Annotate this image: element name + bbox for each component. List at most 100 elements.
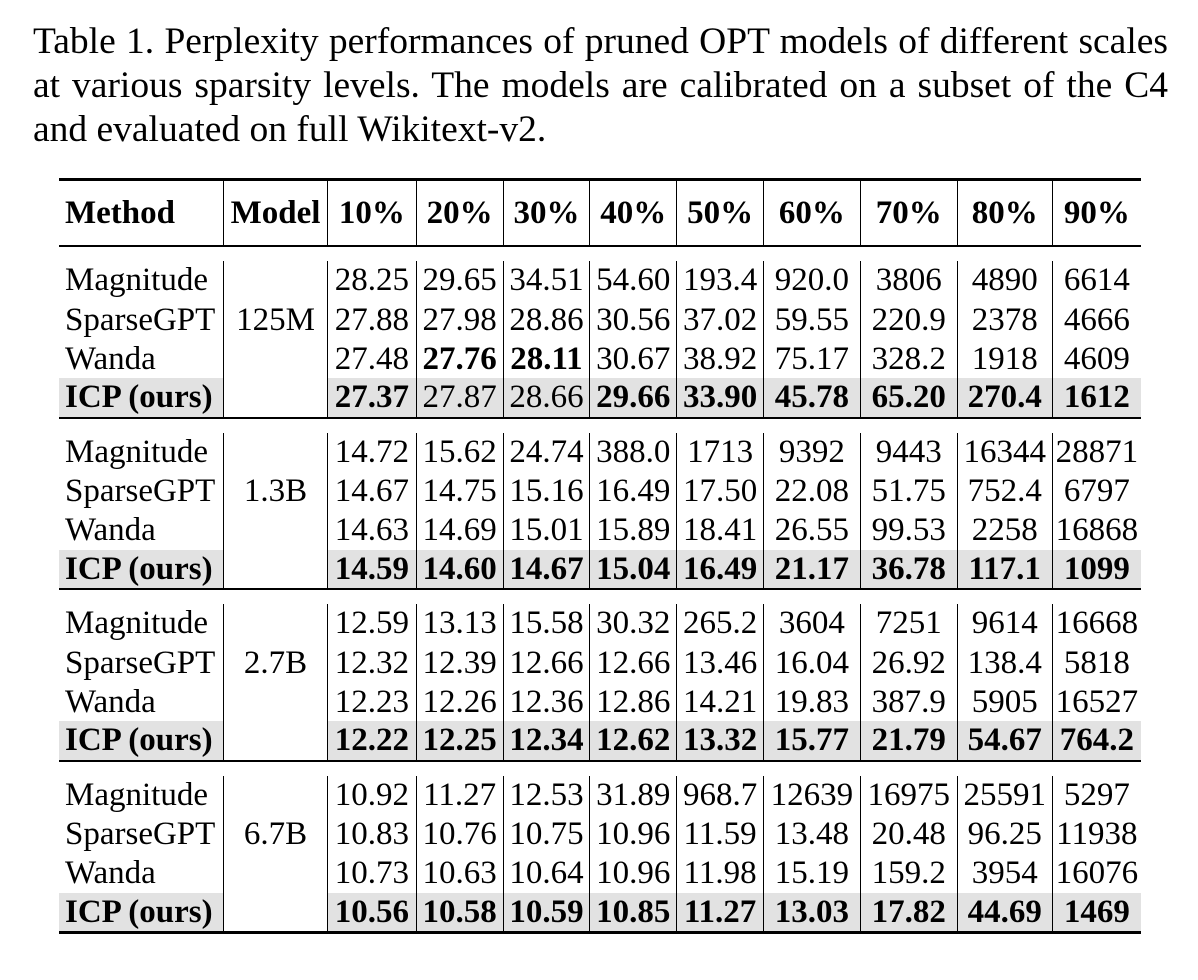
model-cell: 6.7B <box>223 814 328 854</box>
value-cell: 25591 <box>956 775 1053 814</box>
value-cell: 1469 <box>1051 892 1141 934</box>
column-header: 50% <box>676 178 764 247</box>
value-cell: 12.36 <box>502 682 590 721</box>
column-header: Model <box>223 178 328 247</box>
value-cell: 6614 <box>1051 261 1141 300</box>
value-cell: 10.63 <box>415 854 504 893</box>
value-cell: 27.48 <box>326 339 417 378</box>
value-cell: 920.0 <box>762 261 861 300</box>
value-cell: 10.92 <box>326 775 417 814</box>
value-cell: 13.48 <box>762 814 861 854</box>
model-cell <box>223 682 328 721</box>
value-cell: 22.08 <box>762 471 861 511</box>
value-cell: 12.23 <box>326 682 417 721</box>
value-cell: 18.41 <box>676 511 764 550</box>
value-cell: 21.17 <box>762 549 861 590</box>
value-cell: 16527 <box>1051 682 1141 721</box>
value-cell: 15.04 <box>589 549 677 590</box>
value-cell: 15.89 <box>589 511 677 550</box>
model-cell <box>223 511 328 550</box>
table-row: SparseGPT 6.7B 10.83 10.76 10.75 10.96 11.59 13… <box>59 814 1141 854</box>
column-header: 20% <box>415 178 504 247</box>
model-cell <box>223 378 328 419</box>
value-cell: 17.82 <box>859 892 958 934</box>
value-cell: 12.59 <box>326 604 417 643</box>
method-cell: ICP (ours) <box>59 721 224 762</box>
value-cell: 12639 <box>762 775 861 814</box>
value-cell: 14.75 <box>415 471 504 511</box>
model-cell <box>223 339 328 378</box>
value-cell: 12.26 <box>415 682 504 721</box>
value-cell: 36.78 <box>859 549 958 590</box>
value-cell: 4890 <box>956 261 1053 300</box>
value-cell: 3604 <box>762 604 861 643</box>
value-cell: 15.58 <box>502 604 590 643</box>
model-cell <box>223 854 328 893</box>
model-cell <box>223 432 328 471</box>
value-cell: 16668 <box>1051 604 1141 643</box>
value-cell: 15.16 <box>502 471 590 511</box>
model-cell <box>223 775 328 814</box>
value-cell: 12.66 <box>589 642 677 683</box>
value-cell: 10.59 <box>502 892 590 934</box>
value-cell: 12.53 <box>502 775 590 814</box>
value-cell: 14.67 <box>502 549 590 590</box>
model-cell <box>223 892 328 934</box>
value-cell: 6797 <box>1051 471 1141 511</box>
value-cell: 1713 <box>676 432 764 471</box>
value-cell: 13.03 <box>762 892 861 934</box>
value-cell: 12.39 <box>415 642 504 683</box>
value-cell: 16076 <box>1051 854 1141 893</box>
value-cell: 968.7 <box>676 775 764 814</box>
value-cell: 54.67 <box>956 721 1053 762</box>
results-table-container: Method Model 10% 20% 30% 40% 50% 60% 70% 80% 90% M… <box>59 178 1141 934</box>
table-row: Wanda 14.63 14.69 15.01 15.89 18.41 26.55 99.53… <box>59 511 1141 550</box>
value-cell: 7251 <box>859 604 958 643</box>
value-cell: 14.67 <box>326 471 417 511</box>
value-cell: 12.34 <box>502 721 590 762</box>
value-cell: 2258 <box>956 511 1053 550</box>
value-cell: 45.78 <box>762 378 861 419</box>
value-cell: 10.96 <box>589 814 677 854</box>
table-body: Magnitude 28.25 29.65 34.51 54.60 193.4 920.0 3… <box>59 246 1141 934</box>
value-cell: 28.25 <box>326 261 417 300</box>
value-cell: 99.53 <box>859 511 958 550</box>
value-cell: 26.92 <box>859 642 958 683</box>
value-cell: 10.75 <box>502 814 590 854</box>
table-row: SparseGPT 1.3B 14.67 14.75 15.16 16.49 17.50 22… <box>59 471 1141 511</box>
value-cell: 1918 <box>956 339 1053 378</box>
value-cell: 328.2 <box>859 339 958 378</box>
value-cell: 27.76 <box>415 339 504 378</box>
value-cell: 12.86 <box>589 682 677 721</box>
value-cell: 14.63 <box>326 511 417 550</box>
column-header: 70% <box>859 178 958 247</box>
value-cell: 138.4 <box>956 642 1053 683</box>
value-cell: 12.66 <box>502 642 590 683</box>
value-cell: 27.87 <box>415 378 504 419</box>
value-cell: 15.62 <box>415 432 504 471</box>
value-cell: 14.60 <box>415 549 504 590</box>
results-table: Method Model 10% 20% 30% 40% 50% 60% 70% 80% 90% M… <box>59 178 1141 934</box>
value-cell: 44.69 <box>956 892 1053 934</box>
value-cell: 11.98 <box>676 854 764 893</box>
model-cell <box>223 604 328 643</box>
column-header: Method <box>59 178 224 247</box>
value-cell: 16975 <box>859 775 958 814</box>
model-cell: 1.3B <box>223 471 328 511</box>
value-cell: 4609 <box>1051 339 1141 378</box>
value-cell: 5818 <box>1051 642 1141 683</box>
value-cell: 16344 <box>956 432 1053 471</box>
value-cell: 27.37 <box>326 378 417 419</box>
column-header: 60% <box>762 178 861 247</box>
table-row: SparseGPT 2.7B 12.32 12.39 12.66 12.66 13.46 16… <box>59 642 1141 683</box>
value-cell: 10.58 <box>415 892 504 934</box>
value-cell: 28871 <box>1051 432 1141 471</box>
value-cell: 4666 <box>1051 299 1141 340</box>
table-row: Wanda 27.48 27.76 28.11 30.67 38.92 75.17 328.2… <box>59 339 1141 378</box>
value-cell: 30.67 <box>589 339 677 378</box>
method-cell: SparseGPT <box>65 473 216 509</box>
column-header: 80% <box>956 178 1053 247</box>
value-cell: 26.55 <box>762 511 861 550</box>
value-cell: 14.59 <box>326 549 417 590</box>
value-cell: 5297 <box>1051 775 1141 814</box>
